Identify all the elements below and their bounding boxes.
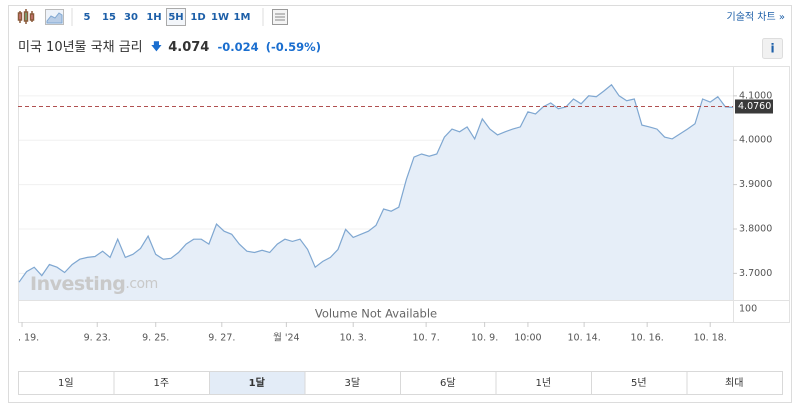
interval-button[interactable]: 1D (190, 12, 205, 23)
quote-header: 미국 10년물 국채 금리 🡇 4.074 -0.024 (-0.59%) (18, 40, 321, 55)
y-tick-label: 3.8000 (739, 223, 772, 234)
area-icon[interactable] (45, 9, 64, 25)
technical-chart-link[interactable]: 기술적 차트 » (727, 11, 785, 23)
y-tick-label: 3.9000 (739, 179, 772, 190)
candle-icon[interactable] (17, 9, 35, 24)
watermark-brand: Investing (30, 273, 125, 295)
range-label[interactable]: 3달 (344, 377, 360, 389)
table-icon[interactable] (272, 9, 288, 25)
range-label[interactable]: 1일 (58, 377, 74, 389)
interval-selected[interactable] (166, 8, 186, 26)
volume-tick-label: 100 (739, 304, 757, 315)
info-button[interactable] (762, 38, 783, 59)
info-label[interactable]: i (770, 42, 774, 56)
price-change-percent: (-0.59%) (266, 40, 321, 54)
interval-button[interactable]: 1H (146, 12, 161, 23)
instrument-title: 미국 10년물 국채 금리 (18, 40, 143, 55)
x-tick-label: 9. 27. (208, 333, 235, 344)
watermark-suffix: .com (125, 276, 157, 292)
range-label[interactable]: 6달 (440, 377, 456, 389)
volume-note: Volume Not Available (315, 307, 437, 321)
x-tick-label: 월 '24 (273, 332, 299, 344)
interval-button[interactable]: 5H (168, 12, 183, 23)
current-price-tag (735, 99, 773, 114)
x-tick-label: 10. 3. (340, 333, 367, 344)
range-label[interactable]: 1달 (249, 377, 266, 389)
y-tick-label: 3.7000 (739, 268, 772, 279)
watermark: Investing.com (30, 273, 158, 295)
interval-button[interactable]: 1M (234, 12, 251, 23)
x-tick-label: 10:00 (514, 333, 541, 344)
area-fill (19, 84, 733, 300)
x-tick-label: 10. 14. (567, 333, 600, 344)
x-tick-label: 9. 23. (84, 333, 111, 344)
price-change: -0.024 (217, 40, 258, 54)
x-tick-label: 10. 7. (413, 333, 440, 344)
range-label[interactable]: 1년 (535, 377, 551, 389)
x-tick-label: 9. 25. (142, 333, 169, 344)
range-label[interactable]: 최대 (725, 377, 743, 389)
down-arrow: 🡇 (151, 40, 162, 53)
interval-button[interactable]: 5 (84, 12, 91, 23)
y-tick-label: 4.0000 (739, 135, 772, 146)
price-line (18, 83, 734, 283)
interval-button[interactable]: 15 (102, 12, 116, 23)
range-button[interactable] (686, 371, 783, 395)
plot-frame (18, 66, 790, 323)
last-price: 4.074 (168, 40, 209, 55)
x-tick-label: 10. 18. (694, 333, 727, 344)
range-label[interactable]: 1주 (153, 378, 169, 389)
interval-button[interactable]: 30 (124, 12, 138, 23)
current-price-label: 4.0760 (738, 101, 771, 112)
y-tick-label: 4.1000 (739, 90, 772, 101)
x-tick-label: 10. 16. (631, 333, 664, 344)
interval-button[interactable]: 1W (211, 12, 229, 23)
x-tick-label: . 19. (18, 333, 39, 344)
range-label[interactable]: 5년 (631, 377, 647, 389)
x-tick-label: 10. 9. (471, 333, 498, 344)
